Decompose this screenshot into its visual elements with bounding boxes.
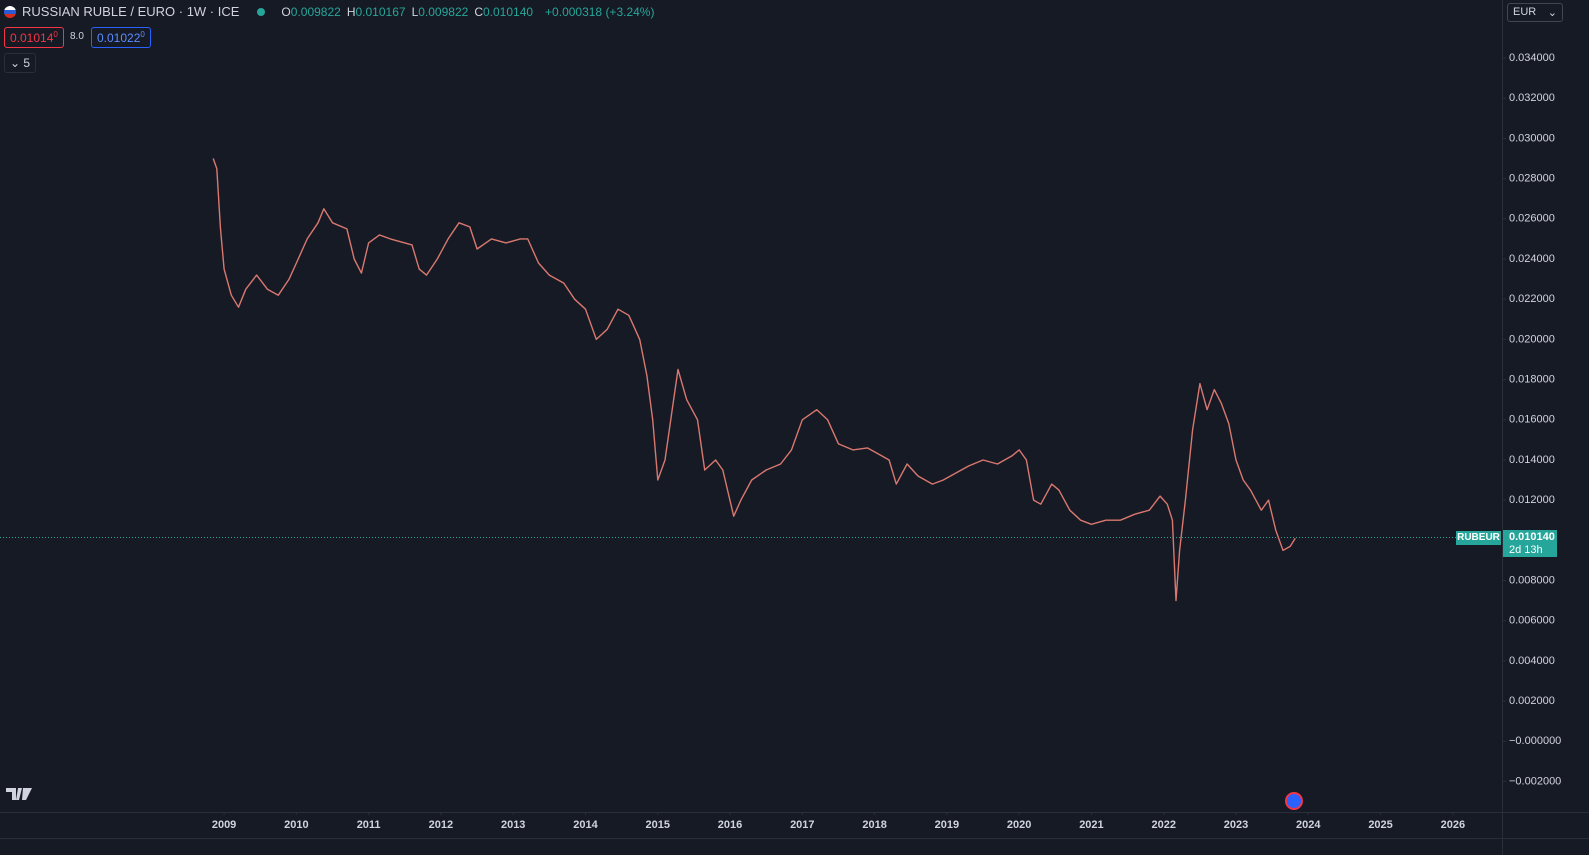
market-status: [257, 7, 266, 16]
symbol-title: RUSSIAN RUBLE / EURO · 1W · ICE: [22, 4, 240, 19]
x-tick-label: 2011: [357, 819, 381, 831]
x-tick-label: 2010: [284, 819, 308, 831]
y-tick-label: 0.022000: [1509, 293, 1555, 305]
x-tick-label: 2022: [1151, 819, 1175, 831]
countdown: 2d 13h: [1509, 544, 1543, 556]
indicators-toggle[interactable]: ⌄ 5: [4, 53, 37, 73]
symbol-label: RUBEUR: [1456, 531, 1501, 545]
indicator-count: 5: [23, 56, 31, 70]
ohlc-key: C: [474, 5, 483, 19]
ohlc-value: 0.010140: [482, 5, 534, 19]
y-tick-label: 0.034000: [1509, 52, 1555, 64]
last-price-tag: 0.010140 2d 13h: [1503, 530, 1557, 557]
ohlc-key: O: [281, 5, 291, 19]
y-tick-label: 0.014000: [1509, 454, 1555, 466]
change: +0.000318 (+3.24%): [545, 4, 655, 19]
x-tick-label: 2012: [429, 819, 453, 831]
buy-button[interactable]: 0.010220: [91, 27, 151, 48]
y-tick-label: 0.030000: [1509, 132, 1555, 144]
x-tick-label: 2024: [1296, 819, 1321, 831]
y-tick-label: 0.002000: [1509, 695, 1555, 707]
y-tick-label: 0.020000: [1509, 333, 1555, 345]
bid-fraction: 0: [53, 30, 58, 39]
x-tick-label: 2009: [212, 819, 236, 831]
price-line: [212, 158, 1296, 602]
ohlc: O0.009822 H0.010167 L0.009822 C0.010140: [281, 4, 539, 19]
ask: 0.01022: [97, 31, 141, 45]
last-price: 0.010140: [1509, 531, 1555, 543]
y-tick-label: 0.028000: [1509, 173, 1555, 185]
x-tick-label: 2020: [1007, 819, 1031, 831]
y-tick-label: −0.000000: [1509, 735, 1561, 747]
x-tick-label: 2023: [1224, 819, 1248, 831]
header: RUSSIAN RUBLE / EURO · 1W · ICE O0.00982…: [4, 4, 654, 19]
ohlc-value: 0.010167: [355, 5, 406, 19]
y-tick-label: 0.006000: [1509, 615, 1555, 627]
event-marker: [1285, 792, 1303, 810]
y-tick-label: 0.012000: [1509, 494, 1555, 506]
x-tick-label: 2015: [646, 819, 670, 831]
spread: 8.0: [70, 31, 84, 42]
ohlc-value: 0.009822: [290, 5, 341, 19]
logo: [6, 788, 32, 800]
currency-select[interactable]: EUR ⌄: [1507, 3, 1563, 22]
x-tick-label: 2017: [790, 819, 814, 831]
ohlc-key: H: [346, 5, 356, 19]
y-tick-label: 0.026000: [1509, 213, 1555, 225]
x-tick-label: 2018: [862, 819, 886, 831]
x-tick-label: 2013: [501, 819, 525, 831]
x-tick-label: 2014: [573, 819, 598, 831]
y-tick-label: 0.032000: [1509, 92, 1555, 104]
ohlc-value: 0.009822: [418, 5, 469, 19]
x-tick-label: 2025: [1368, 819, 1392, 831]
x-tick-label: 2016: [718, 819, 742, 831]
y-tick-label: 0.016000: [1509, 414, 1555, 426]
ohlc-key: L: [411, 5, 419, 19]
y-tick-label: −0.002000: [1509, 775, 1561, 787]
currency: EUR: [1513, 6, 1537, 18]
flag-icon: [4, 5, 16, 18]
x-tick-label: 2019: [935, 819, 959, 831]
sell-button[interactable]: 0.010140: [4, 27, 64, 48]
y-tick-label: 0.008000: [1509, 574, 1555, 586]
x-tick-label: 2026: [1441, 819, 1465, 831]
y-tick-label: 0.018000: [1509, 373, 1555, 385]
ask-fraction: 0: [140, 30, 145, 39]
x-tick-label: 2021: [1079, 819, 1103, 831]
bid: 0.01014: [10, 31, 54, 45]
y-tick-label: 0.024000: [1509, 253, 1555, 265]
y-tick-label: 0.004000: [1509, 655, 1555, 667]
